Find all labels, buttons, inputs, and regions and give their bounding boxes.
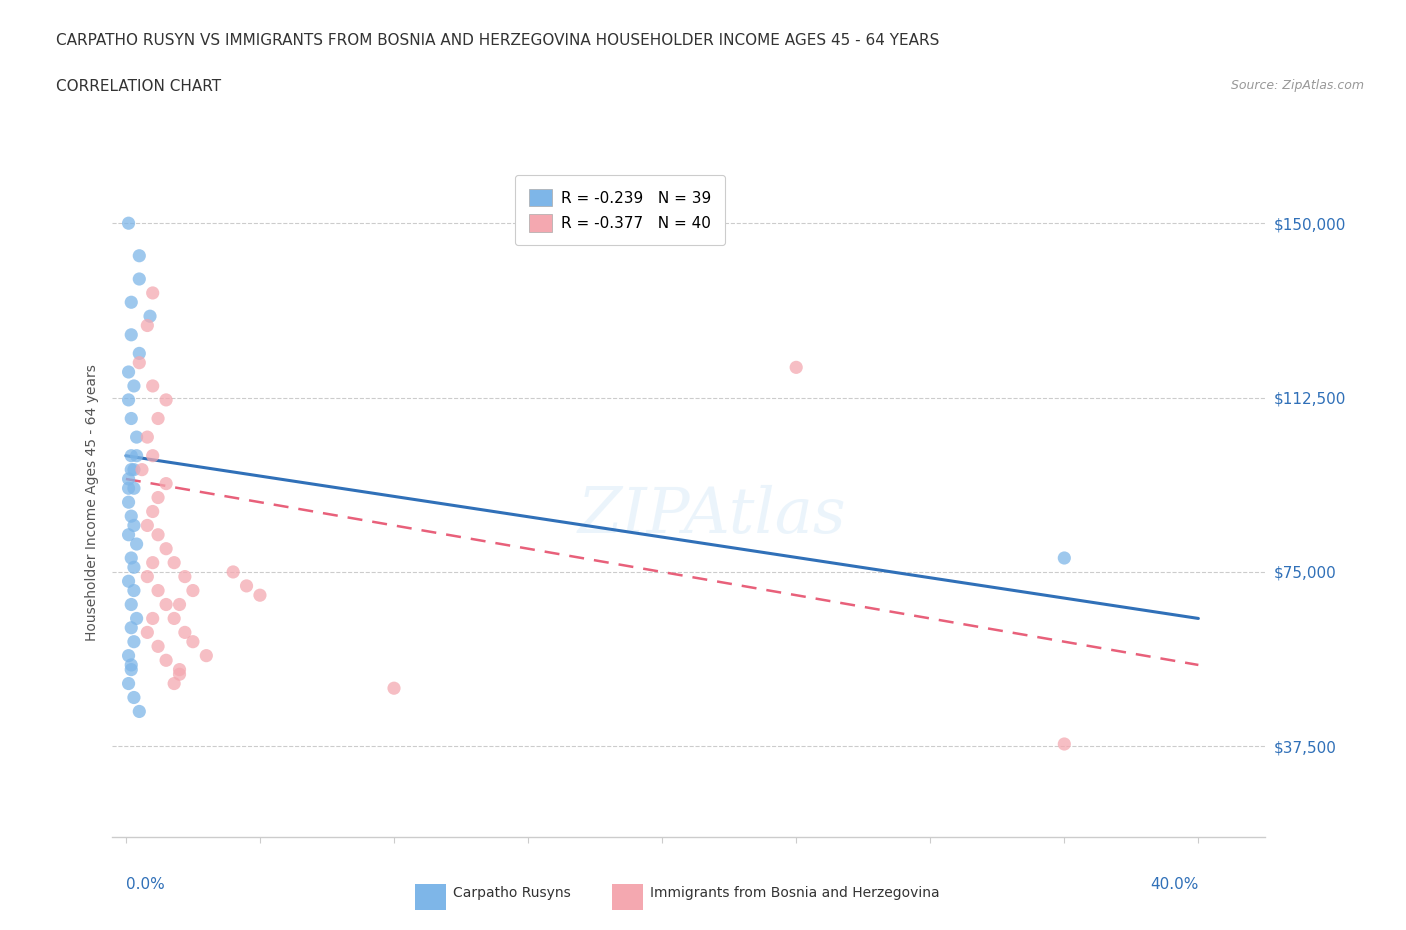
Legend: R = -0.239   N = 39, R = -0.377   N = 40: R = -0.239 N = 39, R = -0.377 N = 40: [515, 175, 724, 246]
Point: [222, 565, 245, 579]
Text: 0.0%: 0.0%: [127, 877, 165, 892]
Point: [122, 690, 145, 705]
Point: [120, 597, 142, 612]
Point: [142, 286, 165, 300]
Point: [136, 625, 159, 640]
Point: [120, 327, 142, 342]
Point: [120, 620, 142, 635]
Point: [120, 509, 142, 524]
Point: [146, 527, 169, 542]
Point: [125, 537, 148, 551]
Point: [125, 430, 148, 445]
Point: [1053, 737, 1076, 751]
Point: [139, 309, 162, 324]
Text: Immigrants from Bosnia and Herzegovina: Immigrants from Bosnia and Herzegovina: [650, 885, 939, 900]
Point: [120, 658, 142, 672]
Point: [155, 541, 177, 556]
Point: [128, 272, 150, 286]
Point: [163, 676, 186, 691]
Point: [163, 611, 186, 626]
Point: [128, 346, 150, 361]
Point: [249, 588, 271, 603]
Point: [128, 355, 150, 370]
Point: [136, 569, 159, 584]
Point: [181, 583, 204, 598]
Point: [122, 634, 145, 649]
Point: [146, 411, 169, 426]
Point: [142, 379, 165, 393]
Point: [136, 518, 159, 533]
Point: [136, 318, 159, 333]
Point: [122, 462, 145, 477]
Point: [785, 360, 807, 375]
Text: Carpatho Rusyns: Carpatho Rusyns: [453, 885, 571, 900]
Point: [169, 662, 191, 677]
Point: [120, 551, 142, 565]
Point: [122, 518, 145, 533]
Point: [120, 662, 142, 677]
Point: [125, 611, 148, 626]
Point: [169, 597, 191, 612]
Point: [382, 681, 405, 696]
Point: [181, 634, 204, 649]
Text: ZIPAtlas: ZIPAtlas: [578, 485, 846, 547]
Point: [122, 481, 145, 496]
Point: [142, 448, 165, 463]
Point: [163, 555, 186, 570]
Point: [122, 583, 145, 598]
Point: [155, 476, 177, 491]
Point: [117, 527, 139, 542]
Point: [117, 574, 139, 589]
Point: [122, 379, 145, 393]
Point: [117, 472, 139, 486]
Point: [155, 392, 177, 407]
Point: [173, 569, 195, 584]
Point: [117, 495, 139, 510]
Point: [117, 365, 139, 379]
Point: [195, 648, 218, 663]
Point: [120, 448, 142, 463]
Point: [125, 448, 148, 463]
Point: [120, 411, 142, 426]
Point: [131, 462, 153, 477]
Point: [122, 560, 145, 575]
Point: [169, 667, 191, 682]
Point: [1053, 551, 1076, 565]
Point: [142, 611, 165, 626]
Point: [173, 625, 195, 640]
Point: [117, 392, 139, 407]
Point: [117, 216, 139, 231]
Point: [117, 676, 139, 691]
Point: [146, 583, 169, 598]
Point: [142, 555, 165, 570]
Point: [136, 430, 159, 445]
Point: [146, 490, 169, 505]
Point: [120, 462, 142, 477]
Text: CARPATHO RUSYN VS IMMIGRANTS FROM BOSNIA AND HERZEGOVINA HOUSEHOLDER INCOME AGES: CARPATHO RUSYN VS IMMIGRANTS FROM BOSNIA…: [56, 33, 939, 47]
Point: [117, 648, 139, 663]
Point: [120, 295, 142, 310]
Point: [155, 597, 177, 612]
Point: [128, 248, 150, 263]
Text: CORRELATION CHART: CORRELATION CHART: [56, 79, 221, 94]
Point: [128, 704, 150, 719]
Point: [235, 578, 257, 593]
Point: [142, 504, 165, 519]
Text: Source: ZipAtlas.com: Source: ZipAtlas.com: [1230, 79, 1364, 92]
Point: [117, 481, 139, 496]
Text: 40.0%: 40.0%: [1150, 877, 1198, 892]
Y-axis label: Householder Income Ages 45 - 64 years: Householder Income Ages 45 - 64 years: [84, 364, 98, 641]
Point: [146, 639, 169, 654]
Point: [155, 653, 177, 668]
